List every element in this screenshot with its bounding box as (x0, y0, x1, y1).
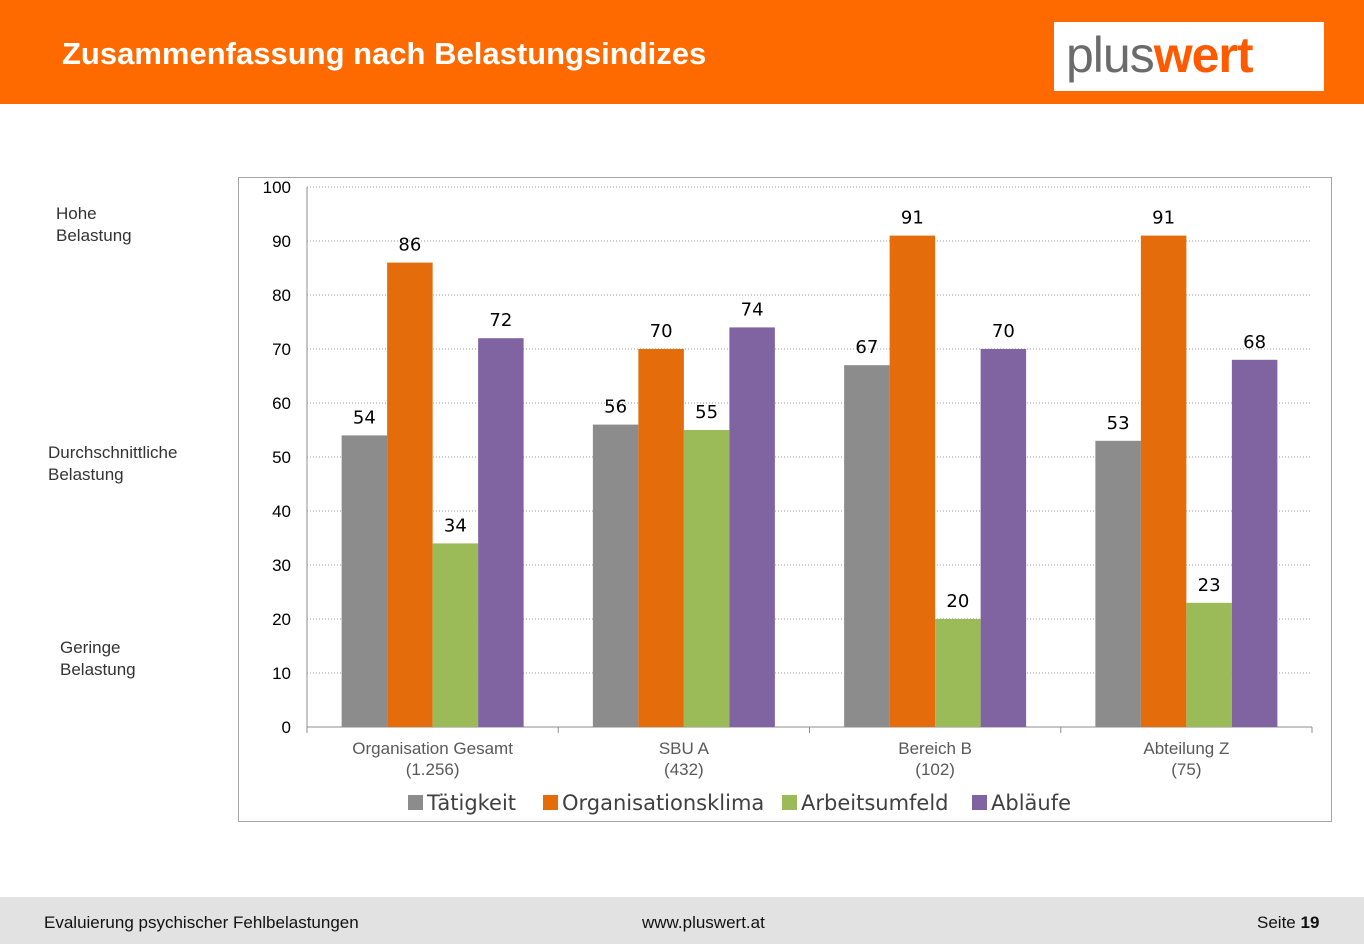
legend-label-1: Organisationsklima (562, 791, 764, 815)
bar-0-3 (478, 338, 524, 727)
legend-label-0: Tätigkeit (426, 791, 516, 815)
x-category-label-3: Abteilung Z (1143, 739, 1229, 758)
x-category-count-2: (102) (915, 760, 955, 779)
bar-0-1 (387, 262, 433, 727)
legend-label-3: Abläufe (991, 791, 1071, 815)
pluswert-logo: pluswert (1054, 22, 1324, 91)
data-label-1-1: 70 (650, 321, 673, 342)
y-tick-label-70: 70 (272, 340, 291, 359)
data-label-2-1: 91 (901, 208, 924, 229)
side-label-low: Geringe Belastung (60, 637, 136, 681)
legend-swatch-3 (972, 795, 987, 810)
side-label-mid-line1: Durchschnittliche (48, 443, 178, 462)
data-label-2-0: 67 (855, 337, 878, 358)
data-label-2-2: 20 (946, 591, 969, 612)
bar-3-2 (1186, 602, 1232, 727)
legend-swatch-0 (408, 795, 423, 810)
y-tick-label-60: 60 (272, 394, 291, 413)
data-label-2-3: 70 (992, 321, 1015, 342)
y-tick-label-10: 10 (272, 664, 291, 683)
y-tick-label-80: 80 (272, 286, 291, 305)
bar-1-3 (729, 327, 775, 727)
footer-left-text: Evaluierung psychischer Fehlbelastungen (44, 913, 359, 932)
bar-0-0 (341, 435, 388, 727)
x-category-label-2: Bereich B (898, 739, 972, 758)
y-tick-label-20: 20 (272, 610, 291, 629)
logo-text-wert: wert (1153, 27, 1254, 83)
bar-2-2 (935, 619, 981, 727)
data-label-0-2: 34 (444, 515, 467, 536)
bar-2-3 (980, 349, 1027, 727)
y-tick-label-50: 50 (272, 448, 291, 467)
y-tick-label-90: 90 (272, 232, 291, 251)
y-tick-label-100: 100 (263, 178, 291, 197)
footer-bar: Evaluierung psychischer Fehlbelastungen … (0, 897, 1364, 944)
footer-page-number: 19 (1300, 913, 1320, 932)
legend-label-2: Arbeitsumfeld (801, 791, 949, 815)
footer-page: Seite 19 (1257, 913, 1319, 933)
logo-text-plus: plus (1066, 27, 1155, 83)
side-label-low-line2: Belastung (60, 660, 136, 679)
x-category-count-3: (75) (1171, 760, 1201, 779)
data-label-3-3: 68 (1243, 332, 1266, 353)
bar-chart: 0 10 20 30 40 50 60 70 80 90 100 54 86 34 72 Organisati… (263, 178, 1313, 815)
y-tick-label-30: 30 (272, 556, 291, 575)
x-category-count-0: (1.256) (406, 760, 460, 779)
data-label-0-3: 72 (489, 310, 512, 331)
bar-3-3 (1231, 359, 1278, 727)
x-category-label-1: SBU A (659, 739, 710, 758)
side-label-mid-line2: Belastung (48, 465, 124, 484)
y-tick-label-0: 0 (282, 718, 291, 737)
bar-0-2 (432, 543, 479, 727)
data-label-3-1: 91 (1152, 208, 1175, 229)
bar-3-1 (1140, 235, 1187, 727)
data-label-1-2: 55 (695, 402, 718, 423)
bar-2-0 (844, 365, 890, 727)
legend-swatch-2 (782, 795, 797, 810)
data-label-1-3: 74 (741, 299, 764, 320)
bar-3-0 (1095, 440, 1141, 727)
data-label-1-0: 56 (604, 397, 627, 418)
side-label-mid: Durchschnittliche Belastung (48, 442, 177, 486)
x-category-label-0: Organisation Gesamt (352, 739, 513, 758)
bar-1-1 (638, 349, 684, 727)
side-label-high: Hohe Belastung (56, 203, 132, 247)
bar-2-1 (889, 235, 936, 727)
footer-page-label: Seite (1257, 913, 1296, 932)
header-bar: Zusammenfassung nach Belastungsindizes p… (0, 0, 1364, 104)
page-title: Zusammenfassung nach Belastungsindizes (62, 36, 707, 71)
data-label-3-0: 53 (1107, 413, 1130, 434)
data-label-3-2: 23 (1198, 575, 1221, 596)
footer-url: www.pluswert.at (642, 913, 765, 932)
y-tick-label-40: 40 (272, 502, 291, 521)
bar-1-2 (683, 430, 730, 727)
logo-wordmark: pluswert (1066, 26, 1254, 84)
bar-1-0 (592, 424, 639, 727)
side-label-low-line1: Geringe (60, 638, 121, 657)
x-category-count-1: (432) (664, 760, 704, 779)
data-label-0-1: 86 (398, 235, 421, 256)
side-label-high-line1: Hohe (56, 204, 97, 223)
legend-swatch-1 (543, 795, 558, 810)
data-label-0-0: 54 (353, 407, 376, 428)
side-label-high-line2: Belastung (56, 226, 132, 245)
